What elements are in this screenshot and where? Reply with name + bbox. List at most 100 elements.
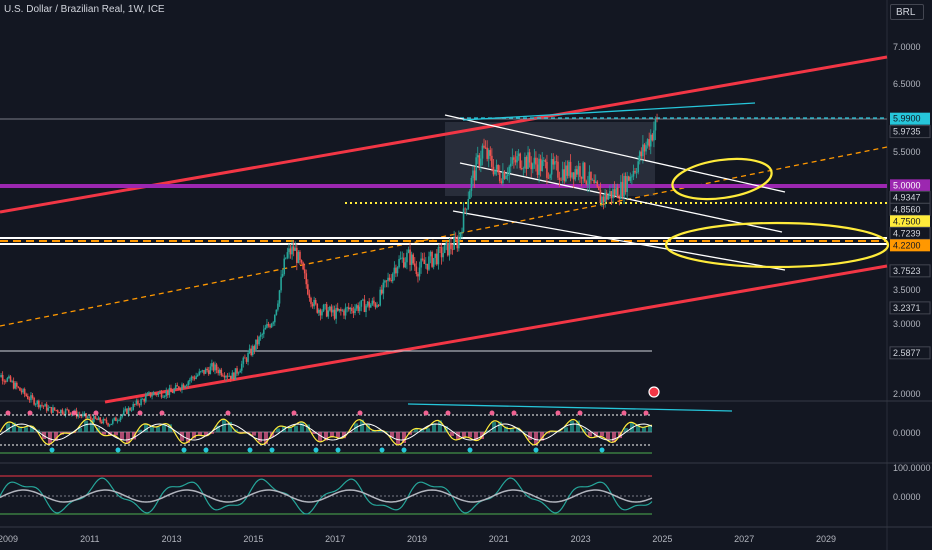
osc1-histogram-bar	[576, 420, 580, 432]
candle-body	[591, 179, 594, 181]
candle	[256, 335, 259, 350]
candle-body	[240, 363, 243, 371]
candle	[77, 411, 79, 419]
candle	[384, 279, 386, 288]
candle-body	[53, 407, 56, 411]
candle	[491, 148, 493, 172]
osc1-main-line	[0, 423, 653, 441]
candle	[535, 151, 537, 172]
candle-body	[368, 301, 370, 308]
candle	[115, 416, 117, 422]
osc1-histogram-bar	[246, 432, 250, 433]
candle-body	[502, 171, 504, 184]
candle-body	[511, 157, 514, 164]
candle	[642, 135, 644, 164]
candle	[78, 411, 81, 418]
candle-body	[640, 151, 643, 157]
candle-body	[425, 263, 427, 265]
candle-body	[577, 166, 580, 175]
candle-body	[349, 307, 352, 310]
candle-body	[42, 405, 45, 407]
candle	[97, 415, 100, 421]
candle-body	[401, 257, 404, 259]
osc1-signal-dot	[49, 447, 55, 453]
candle	[624, 172, 627, 195]
candle	[209, 363, 212, 375]
candle-body	[421, 258, 424, 260]
candle-body	[198, 371, 201, 376]
price-badge-label: 5.9900	[893, 114, 921, 124]
candle	[275, 309, 278, 316]
osc1-signal-dot	[291, 410, 297, 416]
candle	[560, 177, 562, 181]
candle	[591, 178, 594, 181]
candle	[25, 392, 28, 397]
candle	[451, 243, 454, 255]
candle-body	[239, 370, 241, 373]
candle	[396, 266, 399, 277]
candle-body	[624, 175, 627, 193]
candle	[294, 241, 297, 251]
candle-body	[347, 307, 350, 310]
candle-body	[302, 262, 304, 270]
candle	[498, 165, 501, 184]
candle-body	[218, 369, 221, 374]
candle	[436, 249, 438, 266]
candle-body	[25, 394, 28, 397]
candle-body	[41, 404, 43, 406]
osc2-smooth-line	[0, 489, 653, 503]
candle	[190, 375, 193, 383]
candle-body	[338, 309, 341, 311]
candle-body	[486, 147, 488, 159]
candle	[585, 179, 588, 186]
candle-body	[99, 417, 101, 422]
candle-body	[373, 300, 375, 304]
candle-body	[303, 269, 306, 274]
candle-body	[273, 314, 276, 323]
candle	[588, 165, 591, 192]
candle	[60, 409, 62, 415]
candle-body	[440, 247, 443, 258]
candle	[516, 151, 518, 169]
currency-selector[interactable]: BRL	[890, 4, 924, 20]
candle	[132, 401, 135, 411]
candle	[357, 302, 359, 314]
candle-body	[426, 263, 429, 270]
candle	[314, 297, 317, 306]
candle-body	[67, 409, 70, 413]
candle-body	[308, 294, 311, 298]
candle-body	[627, 176, 630, 181]
candle	[541, 152, 544, 172]
candle	[302, 261, 304, 271]
candle-body	[358, 306, 361, 311]
osc1-histogram-bar	[396, 432, 400, 445]
candle	[322, 303, 325, 313]
candle	[349, 306, 352, 314]
candle	[654, 116, 657, 141]
candle-body	[508, 166, 510, 175]
candle	[558, 171, 561, 187]
candle	[412, 252, 415, 266]
candle	[443, 244, 446, 254]
candle-body	[159, 391, 161, 393]
candle	[105, 417, 108, 425]
candle-body	[565, 165, 567, 182]
candle	[387, 272, 389, 288]
candle-body	[472, 170, 474, 178]
candle-body	[231, 372, 234, 380]
candle-body	[395, 267, 397, 274]
candle-body	[598, 186, 600, 191]
candle-body	[613, 189, 616, 195]
candle-body	[143, 398, 146, 402]
candle	[425, 257, 427, 269]
osc2-tick-label-top: 100.0000	[893, 463, 931, 473]
candle-body	[547, 177, 550, 179]
candle-body	[470, 177, 473, 191]
candle	[371, 297, 374, 306]
candle	[281, 269, 284, 278]
candle-body	[281, 273, 284, 277]
osc1-histogram-bar	[186, 432, 190, 444]
candle-body	[450, 243, 452, 249]
candle-body	[332, 309, 334, 313]
